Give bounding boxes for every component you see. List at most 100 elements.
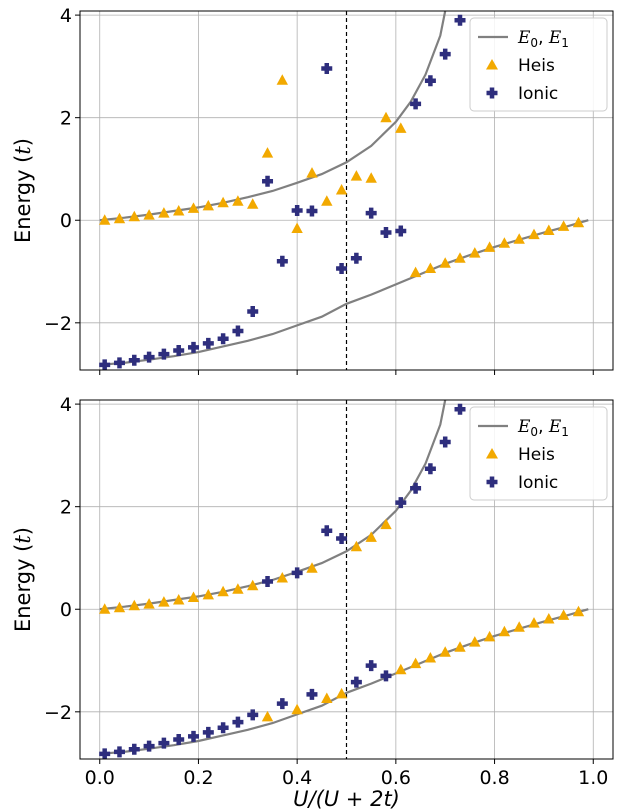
heis-point	[261, 710, 274, 722]
ionic-point	[439, 48, 451, 60]
heis-point	[469, 636, 481, 647]
heis-point	[513, 621, 525, 632]
ionic-point	[380, 670, 392, 682]
ionic-point	[113, 746, 125, 758]
heis-point	[350, 540, 363, 552]
legend-label-sep: ,	[538, 417, 549, 437]
heis-point	[173, 205, 185, 216]
legend-label: Heis	[518, 56, 555, 76]
ionic-point	[410, 98, 422, 110]
ionic-point	[113, 357, 125, 369]
heis-point	[232, 583, 244, 594]
ionic-point	[247, 709, 259, 721]
heis-point	[217, 196, 229, 208]
x-tick-label: 0.2	[183, 767, 213, 789]
heis-point	[247, 579, 259, 591]
heis-point	[513, 233, 525, 244]
ionic-point	[217, 722, 229, 734]
y-tick-label: 4	[60, 5, 72, 27]
legend-label: E0, E1	[517, 28, 569, 50]
legend-label: E0, E1	[517, 417, 569, 439]
heis-point	[395, 663, 407, 675]
ionic-point	[410, 482, 422, 494]
heis-point	[232, 195, 244, 206]
heis-point	[128, 599, 140, 611]
ionic-point	[350, 252, 362, 264]
heis-point	[424, 262, 437, 273]
heis-point	[439, 257, 451, 268]
heis-point	[395, 122, 407, 133]
plot-area	[99, 400, 589, 759]
heis-point	[202, 588, 214, 600]
heis-point	[365, 172, 377, 183]
heis-point	[321, 195, 333, 206]
ionic-point	[158, 348, 170, 360]
heis-point	[217, 585, 229, 597]
heis-point	[498, 625, 511, 637]
ionic-point	[424, 463, 436, 475]
y-tick-label: 0	[60, 210, 72, 232]
legend-label-sub: 1	[561, 36, 569, 50]
heis-point	[543, 613, 555, 624]
heis-point	[321, 692, 333, 703]
heis-point	[498, 237, 511, 248]
ionic-point	[143, 740, 155, 752]
energy-curve-e0	[99, 219, 589, 366]
legend-label-var: E	[548, 417, 562, 437]
heis-point	[557, 220, 570, 231]
ionic-point	[173, 345, 185, 357]
x-tick-label: 0.6	[381, 767, 411, 789]
ionic-point	[188, 730, 200, 742]
heis-point	[365, 531, 377, 542]
ionic-point	[202, 337, 214, 349]
heis-point	[113, 601, 126, 613]
axes-frame	[79, 10, 614, 371]
ionic-point	[291, 567, 303, 579]
legend-label-sub: 1	[561, 425, 569, 439]
heis-point	[306, 562, 318, 573]
ionic-point	[173, 734, 185, 746]
ionic-point	[454, 403, 466, 415]
legend-label-var: E	[517, 28, 531, 48]
heis-point	[350, 170, 363, 181]
heis-point	[454, 641, 466, 652]
heis-point	[128, 210, 140, 222]
legend-label-var: E	[548, 28, 562, 48]
heis-point	[261, 147, 274, 158]
heis-point	[572, 605, 585, 617]
y-tick-label: 2	[60, 497, 72, 519]
heis-point	[247, 198, 259, 209]
heis-point	[572, 216, 585, 228]
ionic-point	[262, 576, 274, 588]
ionic-point	[247, 306, 259, 318]
ionic-point	[99, 359, 111, 370]
ionic-point	[395, 225, 407, 237]
ionic-point	[128, 354, 140, 366]
heis-point	[276, 572, 288, 583]
heis-point	[306, 167, 318, 178]
energy-curve-e0	[99, 608, 589, 755]
axes-frame	[79, 399, 614, 760]
heis-point	[158, 207, 170, 218]
ionic-point	[143, 351, 155, 363]
legend-label-sub: 0	[530, 36, 538, 50]
energy-curve-e1	[99, 400, 447, 611]
ionic-point	[439, 436, 451, 448]
legend-plus-swatch	[486, 87, 498, 99]
ionic-point	[202, 726, 214, 738]
heis-point	[380, 518, 392, 530]
energy-curve-e1	[99, 11, 447, 222]
legend-label: Ionic	[518, 473, 558, 493]
ionic-point	[99, 748, 111, 759]
y-axis-label: Energy (t)	[11, 138, 35, 243]
x-axis-label: U/(U + 2t)	[293, 787, 400, 810]
ionic-point	[217, 333, 229, 345]
heis-point	[99, 214, 111, 225]
heis-point	[557, 609, 570, 620]
plot-area	[99, 11, 589, 370]
legend-box	[469, 406, 608, 501]
ionic-point	[380, 227, 392, 239]
